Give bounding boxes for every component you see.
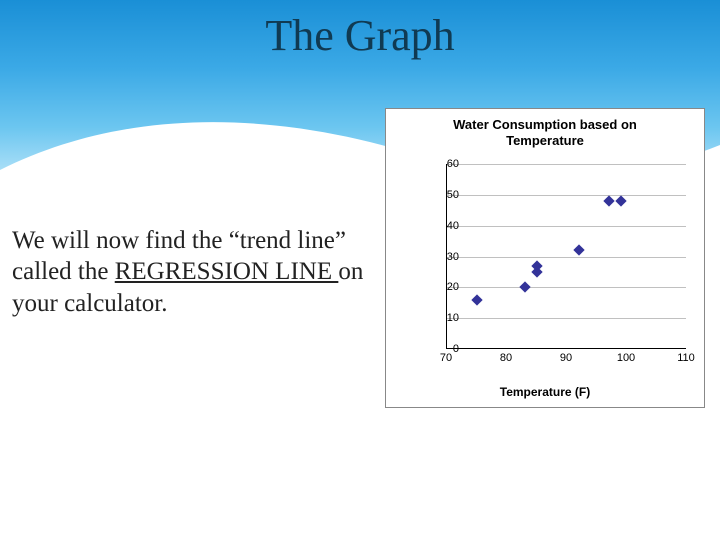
data-point: [471, 294, 482, 305]
data-point: [603, 195, 614, 206]
y-tick-label: 50: [429, 189, 459, 201]
data-point: [573, 245, 584, 256]
gridline: [447, 226, 686, 227]
gridline: [447, 318, 686, 319]
gridline: [447, 164, 686, 165]
chart-title-line2: Temperature: [506, 133, 584, 148]
x-tick-label: 110: [677, 352, 695, 364]
x-tick-label: 90: [560, 352, 572, 364]
y-tick-label: 40: [429, 220, 459, 232]
y-tick-label: 20: [429, 281, 459, 293]
plot-area: [446, 164, 686, 349]
x-tick-label: 100: [617, 352, 635, 364]
gridline: [447, 287, 686, 288]
body-text: We will now find the “trend line” called…: [12, 225, 372, 319]
gridline: [447, 257, 686, 258]
gridline: [447, 195, 686, 196]
x-tick-label: 80: [500, 352, 512, 364]
slide-title: The Graph: [0, 10, 720, 61]
scatter-chart: Water Consumption based on Temperature W…: [385, 108, 705, 408]
x-tick-label: 70: [440, 352, 452, 364]
chart-title-line1: Water Consumption based on: [453, 117, 637, 132]
chart-title: Water Consumption based on Temperature: [386, 117, 704, 150]
y-tick-label: 30: [429, 251, 459, 263]
data-point: [519, 282, 530, 293]
data-point: [615, 195, 626, 206]
x-axis-label: Temperature (F): [386, 385, 704, 399]
body-underlined: REGRESSION LINE: [115, 258, 339, 285]
y-tick-label: 10: [429, 312, 459, 324]
y-tick-label: 60: [429, 158, 459, 170]
slide: The Graph We will now find the “trend li…: [0, 0, 720, 540]
